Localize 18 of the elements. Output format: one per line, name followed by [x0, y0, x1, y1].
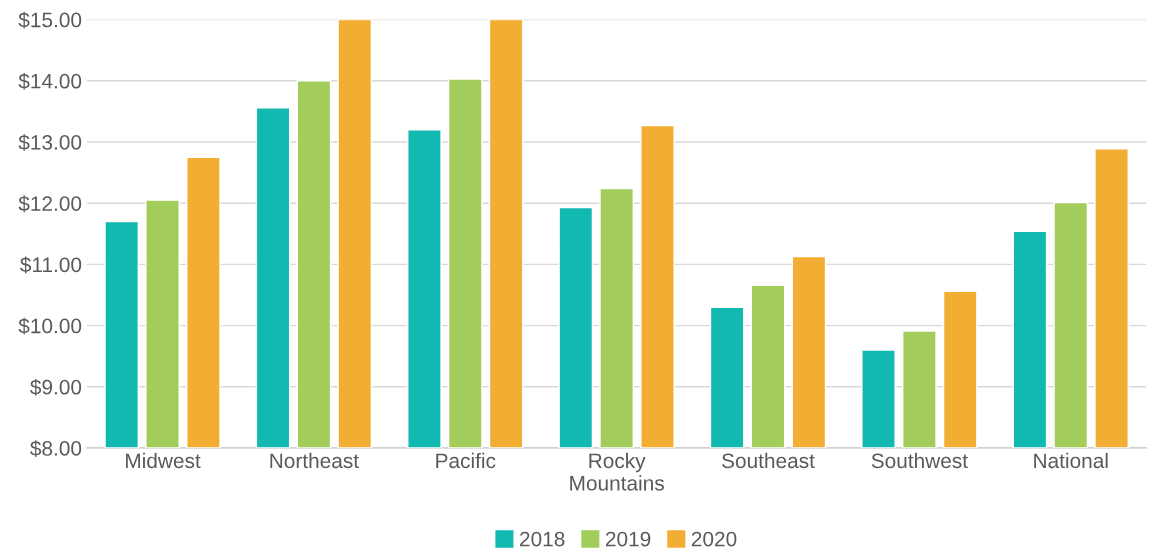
- y-tick-label: $9.00: [30, 378, 82, 396]
- y-tick-label: $13.00: [18, 134, 82, 151]
- y-tick-label: $10.00: [18, 317, 82, 335]
- x-tick-label: Rocky Mountains: [570, 452, 664, 491]
- y-tick-label: $12.00: [18, 195, 82, 213]
- x-tick-label: Southeast: [722, 452, 815, 469]
- x-tick-label: Midwest: [126, 452, 201, 469]
- legend-label: 2019: [605, 531, 651, 547]
- legend-label: 2020: [691, 531, 737, 547]
- y-tick-label: $8.00: [30, 440, 82, 457]
- x-tick-label: Northeast: [270, 452, 359, 469]
- x-tick-label: Pacific: [436, 452, 496, 469]
- legend-label: 2018: [520, 531, 565, 547]
- x-tick-label: Southwest: [871, 452, 968, 469]
- y-tick-label: $11.00: [20, 256, 82, 274]
- y-tick-label: $14.00: [18, 72, 82, 90]
- x-tick-label: National: [1034, 452, 1108, 469]
- y-tick-label: $15.00: [18, 11, 82, 29]
